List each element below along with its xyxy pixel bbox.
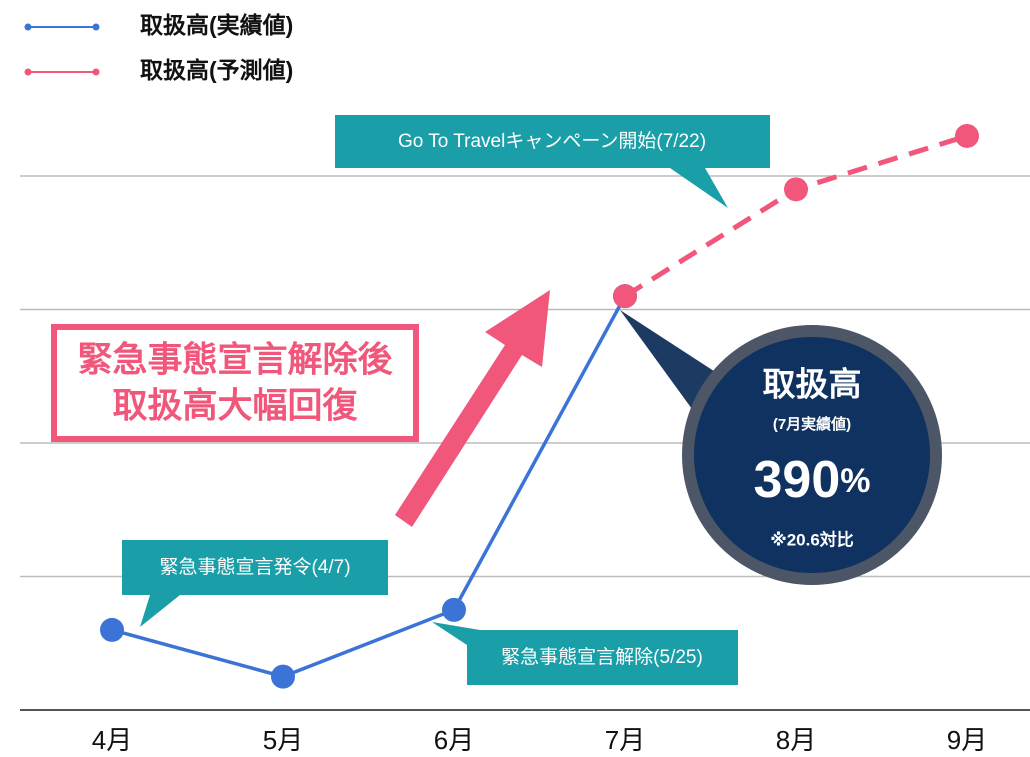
data-point bbox=[100, 617, 124, 642]
data-point bbox=[271, 664, 295, 689]
x-tick-label: 6月 bbox=[434, 725, 474, 755]
legend-label: 取扱高(実績値) bbox=[140, 12, 293, 38]
callout bbox=[432, 622, 738, 685]
x-tick-label: 8月 bbox=[776, 725, 816, 755]
badge-subtitle: (7月実績値) bbox=[773, 415, 851, 433]
x-tick-label: 4月 bbox=[92, 725, 132, 755]
x-tick-label: 5月 bbox=[263, 725, 303, 755]
data-point bbox=[613, 284, 637, 309]
legend-label: 取扱高(予測値) bbox=[140, 57, 293, 83]
badge-title: 取扱高 bbox=[763, 366, 862, 403]
series-line bbox=[111, 295, 627, 679]
callout-text: 緊急事態宣言解除(5/25) bbox=[501, 646, 703, 668]
callout-text: Go To Travelキャンペーン開始(7/22) bbox=[398, 130, 706, 152]
badge bbox=[682, 325, 942, 585]
data-point bbox=[955, 123, 979, 148]
legend-dot bbox=[24, 68, 32, 76]
legend-dot bbox=[92, 68, 100, 76]
badge-tail bbox=[620, 310, 720, 420]
callout-text: 緊急事態宣言発令(4/7) bbox=[159, 556, 350, 578]
headline-line: 緊急事態宣言解除後 bbox=[77, 340, 393, 379]
x-tick-label: 7月 bbox=[605, 725, 645, 755]
callout bbox=[122, 540, 388, 627]
data-point bbox=[784, 177, 808, 202]
callout bbox=[335, 115, 770, 208]
x-tick-label: 9月 bbox=[947, 725, 987, 755]
badge-note: ※20.6対比 bbox=[770, 529, 854, 549]
plot bbox=[100, 123, 979, 689]
legend-dot bbox=[92, 23, 100, 31]
badge-unit: % bbox=[840, 462, 870, 500]
badge-number: 390 bbox=[754, 451, 841, 509]
badge-value: 390% bbox=[754, 451, 871, 509]
headline-box bbox=[51, 324, 419, 442]
trend-arrow bbox=[395, 290, 550, 527]
headline-line: 取扱高大幅回復 bbox=[112, 386, 358, 425]
data-point bbox=[442, 597, 466, 622]
legend-dot bbox=[24, 23, 32, 31]
